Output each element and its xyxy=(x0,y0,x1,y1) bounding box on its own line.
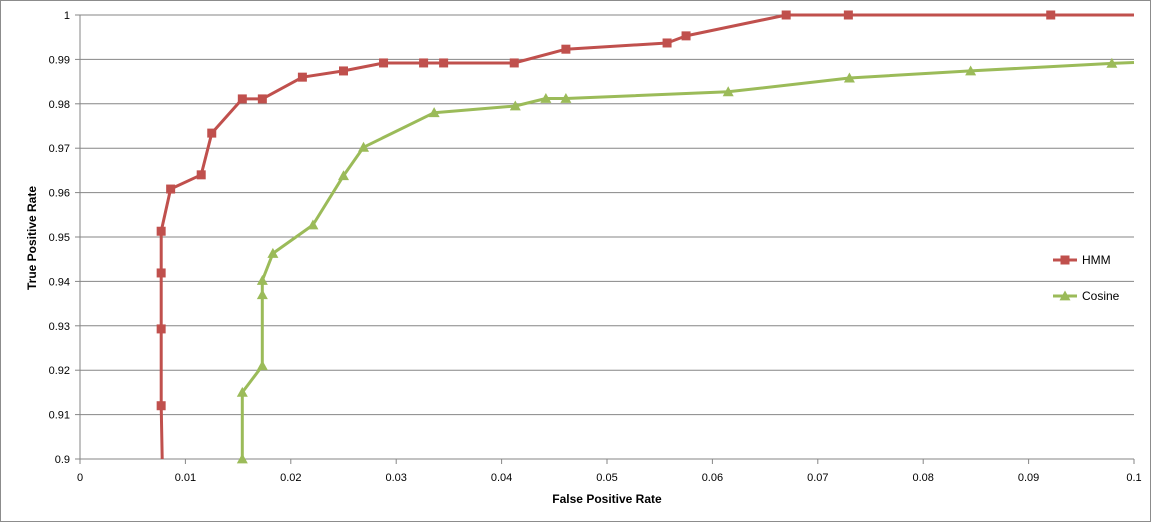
y-tick-label: 0.91 xyxy=(49,410,70,422)
legend-item-hmm: HMM xyxy=(1053,253,1111,267)
y-tick-label: 0.94 xyxy=(49,276,70,288)
data-point-cosine xyxy=(256,289,268,300)
data-point-cosine xyxy=(1106,57,1118,68)
y-tick-label: 0.93 xyxy=(49,321,70,333)
data-point-cosine xyxy=(307,219,319,230)
data-point-hmm xyxy=(156,401,166,411)
y-tick-label: 0.98 xyxy=(49,99,70,111)
data-point-cosine xyxy=(236,386,248,397)
data-point-hmm xyxy=(419,58,429,68)
x-tick-label: 0.06 xyxy=(702,472,723,484)
x-tick-label: 0.09 xyxy=(1018,472,1039,484)
data-point-cosine xyxy=(560,92,572,103)
series-hmm xyxy=(156,10,1134,460)
series-line-cosine xyxy=(240,61,1135,459)
axes xyxy=(75,14,1135,464)
data-point-cosine xyxy=(358,141,370,152)
y-tick-labels: 0.9 0.91 0.92 0.93 0.94 0.95 0.96 0.97 0.98 0.99 1 xyxy=(49,10,70,466)
data-point-cosine xyxy=(843,72,855,83)
y-tick-label: 0.9 xyxy=(55,454,70,466)
y-tick-label: 0.97 xyxy=(49,143,70,155)
legend: HMM Cosine xyxy=(1053,253,1120,303)
data-point-hmm xyxy=(156,324,166,334)
x-tick-label: 0.01 xyxy=(175,472,196,484)
x-tick-label: 0.08 xyxy=(912,472,933,484)
data-point-hmm xyxy=(439,58,449,68)
data-point-cosine xyxy=(256,275,268,285)
data-point-hmm xyxy=(662,38,672,48)
x-tick-label: 0.04 xyxy=(491,472,512,484)
data-point-hmm xyxy=(156,268,166,278)
data-point-hmm xyxy=(166,184,176,194)
data-point-cosine xyxy=(338,170,349,181)
legend-marker-hmm xyxy=(1060,255,1070,265)
x-axis-title: False Positive Rate xyxy=(552,492,662,506)
y-tick-label: 0.96 xyxy=(49,188,70,200)
y-tick-label: 0.92 xyxy=(49,365,70,377)
data-point-cosine xyxy=(267,247,279,258)
data-point-hmm xyxy=(237,94,247,104)
data-point-hmm xyxy=(509,58,519,68)
legend-label-cosine: Cosine xyxy=(1082,289,1120,303)
data-point-hmm xyxy=(561,44,571,54)
data-point-hmm xyxy=(681,31,691,41)
legend-label-hmm: HMM xyxy=(1082,253,1111,267)
data-point-hmm xyxy=(339,66,348,76)
data-point-hmm xyxy=(156,226,166,236)
data-point-cosine xyxy=(509,100,521,111)
data-point-cosine xyxy=(256,360,268,371)
x-tick-labels: 0 0.01 0.02 0.03 0.04 0.05 0.06 0.07 0.08 0.09 0.1 xyxy=(77,472,1142,484)
x-tick-label: 0.07 xyxy=(807,472,828,484)
y-tick-label: 1 xyxy=(64,10,70,22)
data-point-cosine xyxy=(722,86,734,97)
data-point-cosine xyxy=(236,453,248,464)
data-point-hmm xyxy=(257,94,267,104)
x-tick-label: 0.05 xyxy=(596,472,617,484)
y-axis-title: True Positive Rate xyxy=(25,186,39,290)
data-point-hmm xyxy=(207,128,217,138)
series xyxy=(156,10,1135,464)
data-point-hmm xyxy=(781,10,791,20)
y-tick-label: 0.99 xyxy=(49,54,70,66)
data-point-hmm xyxy=(843,10,853,20)
data-point-cosine xyxy=(540,92,552,103)
x-tick-label: 0.1 xyxy=(1126,472,1141,484)
data-point-hmm xyxy=(379,58,389,68)
data-point-hmm xyxy=(196,170,206,180)
x-tick-label: 0.03 xyxy=(385,472,406,484)
series-cosine xyxy=(236,57,1135,464)
legend-marker-cosine xyxy=(1059,290,1071,301)
legend-item-cosine: Cosine xyxy=(1053,289,1120,303)
x-tick-label: 0.02 xyxy=(280,472,301,484)
y-tick-label: 0.95 xyxy=(49,232,70,244)
data-point-hmm xyxy=(1046,10,1056,20)
data-point-cosine xyxy=(428,107,440,118)
x-tick-label: 0 xyxy=(77,472,83,484)
data-point-hmm xyxy=(297,72,307,82)
data-point-cosine xyxy=(965,65,977,76)
